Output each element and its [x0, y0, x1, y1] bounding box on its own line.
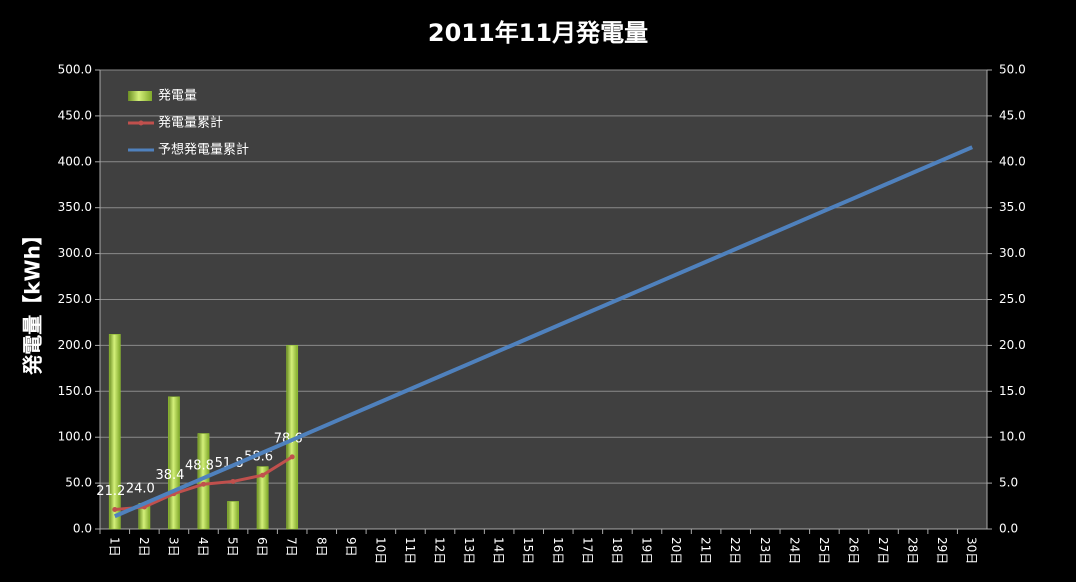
y-tick-label: 500.0 — [58, 63, 92, 77]
x-tick-label: 19日 — [639, 537, 653, 564]
x-tick-label: 10日 — [373, 537, 387, 564]
x-tick-label: 23日 — [758, 537, 772, 564]
y2-tick-label: 5.0 — [999, 476, 1018, 490]
line-marker — [200, 481, 206, 487]
y2-tick-label: 45.0 — [999, 108, 1026, 122]
y-tick-label: 400.0 — [58, 154, 92, 168]
legend-marker — [138, 120, 144, 126]
x-tick-label: 13日 — [462, 537, 476, 564]
x-tick-label: 6日 — [255, 537, 269, 557]
legend-label: 発電量累計 — [158, 115, 223, 131]
legend-swatch — [128, 91, 152, 101]
x-tick-label: 18日 — [610, 537, 624, 564]
legend-label: 予想発電量累計 — [158, 142, 249, 158]
data-label: 48.8 — [185, 459, 214, 474]
x-tick-label: 27日 — [876, 537, 890, 564]
bar — [256, 466, 269, 530]
line-marker — [289, 454, 295, 460]
x-tick-label: 14日 — [492, 537, 506, 564]
y2-tick-label: 20.0 — [999, 338, 1026, 352]
x-tick-label: 26日 — [846, 537, 860, 564]
data-label: 51.8 — [215, 456, 244, 471]
x-tick-label: 24日 — [787, 537, 801, 564]
y-tick-label: 250.0 — [58, 292, 92, 306]
x-tick-label: 1日 — [107, 537, 121, 557]
x-tick-label: 16日 — [551, 537, 565, 564]
x-tick-label: 28日 — [906, 537, 920, 564]
x-tick-label: 15日 — [521, 537, 535, 564]
y-tick-label: 150.0 — [58, 384, 92, 398]
y-tick-label: 100.0 — [58, 430, 92, 444]
y2-tick-label: 40.0 — [999, 154, 1026, 168]
x-tick-label: 2日 — [137, 537, 151, 557]
y2-tick-label: 30.0 — [999, 246, 1026, 260]
x-tick-label: 22日 — [728, 537, 742, 564]
line — [113, 145, 974, 519]
chart-title: 2011年11月発電量 — [428, 19, 648, 47]
bar — [227, 501, 239, 530]
x-tick-label: 7日 — [285, 537, 299, 557]
x-tick-label: 3日 — [166, 537, 180, 557]
y-tick-label: 50.0 — [65, 476, 92, 490]
x-tick-label: 20日 — [669, 537, 683, 564]
legend-label: 発電量 — [158, 89, 197, 104]
x-tick-label: 30日 — [965, 537, 979, 564]
data-label: 21.2 — [96, 484, 125, 499]
y2-tick-label: 25.0 — [999, 292, 1026, 306]
x-tick-label: 4日 — [196, 537, 210, 557]
x-tick-label: 25日 — [817, 537, 831, 564]
y-axis-label: 発電量【kWh】 — [21, 225, 45, 376]
y2-tick-label: 50.0 — [999, 63, 1026, 77]
y2-tick-label: 15.0 — [999, 384, 1026, 398]
y2-tick-label: 35.0 — [999, 200, 1026, 214]
y-tick-label: 0.0 — [73, 522, 92, 536]
x-tick-label: 12日 — [433, 537, 447, 564]
line-marker — [260, 472, 266, 478]
y-tick-label: 350.0 — [58, 200, 92, 214]
x-tick-label: 17日 — [580, 537, 594, 564]
line-marker — [112, 507, 118, 513]
x-tick-label: 9日 — [344, 537, 358, 557]
data-label: 58.6 — [244, 450, 273, 465]
data-label: 24.0 — [126, 481, 155, 496]
y-tick-label: 300.0 — [58, 246, 92, 260]
y2-tick-label: 10.0 — [999, 430, 1026, 444]
line-marker — [230, 478, 236, 484]
x-tick-label: 8日 — [314, 537, 328, 557]
x-tick-label: 5日 — [226, 537, 240, 557]
y-tick-label: 450.0 — [58, 108, 92, 122]
bar — [168, 396, 180, 530]
y2-tick-label: 0.0 — [999, 522, 1018, 536]
y-tick-label: 200.0 — [58, 338, 92, 352]
data-label: 38.4 — [155, 468, 184, 483]
bar — [108, 334, 121, 530]
x-tick-label: 29日 — [935, 537, 949, 564]
x-tick-label: 21日 — [699, 537, 713, 564]
x-tick-label: 11日 — [403, 537, 417, 564]
